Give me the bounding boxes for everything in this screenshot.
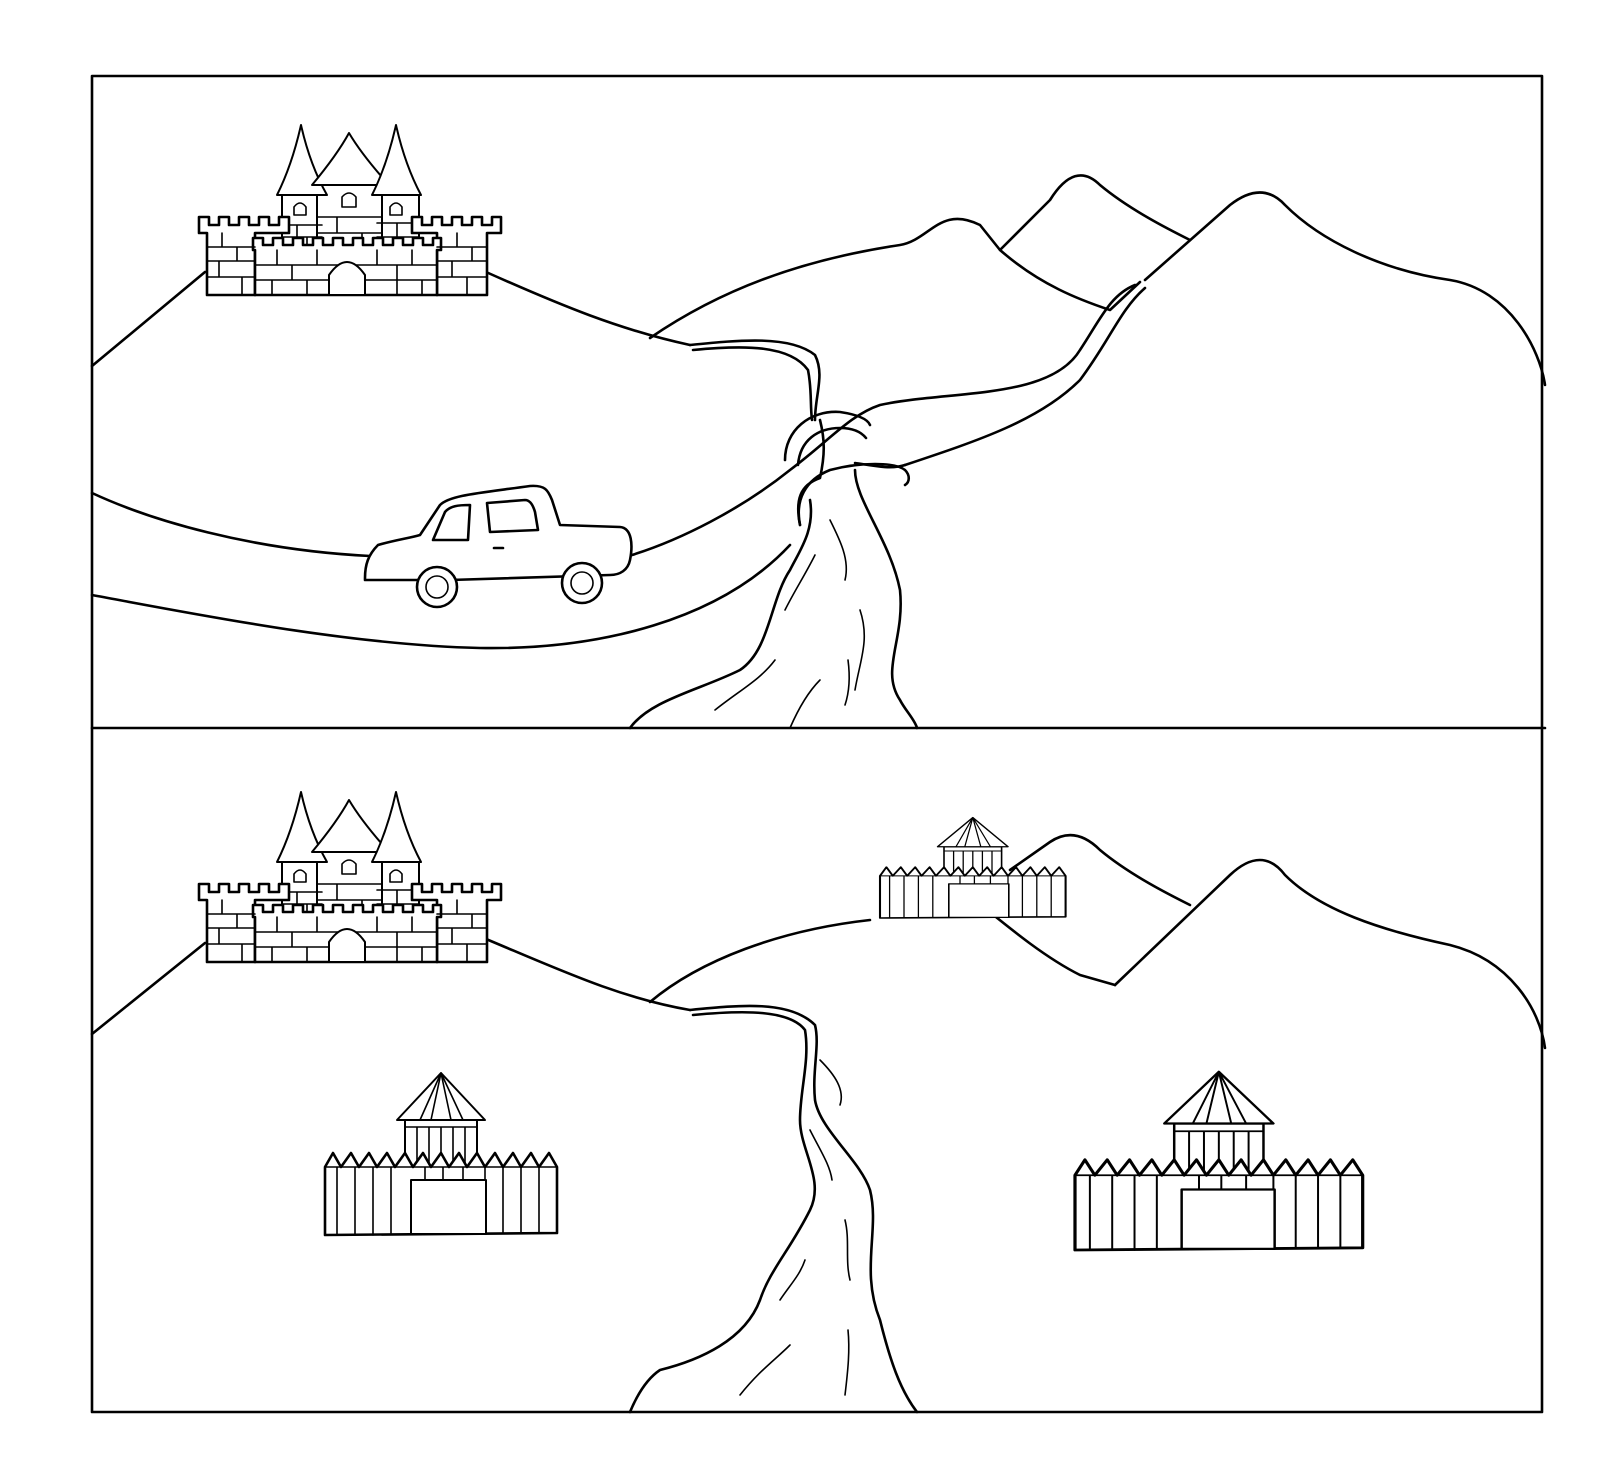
bridge — [783, 410, 911, 527]
car — [363, 484, 633, 609]
car-wheel — [415, 565, 459, 609]
river — [628, 339, 919, 730]
page-border — [90, 74, 1544, 1414]
stone-castle — [197, 790, 503, 964]
car-wheel — [560, 561, 604, 605]
stone-castle — [197, 123, 503, 297]
wooden-fort-right — [1073, 1070, 1365, 1252]
wooden-fort-mountain — [878, 816, 1067, 920]
top-panel — [90, 123, 1547, 730]
road — [90, 283, 1147, 650]
river — [628, 1004, 919, 1414]
bottom-panel — [90, 790, 1547, 1414]
wooden-fort-left — [323, 1071, 559, 1237]
